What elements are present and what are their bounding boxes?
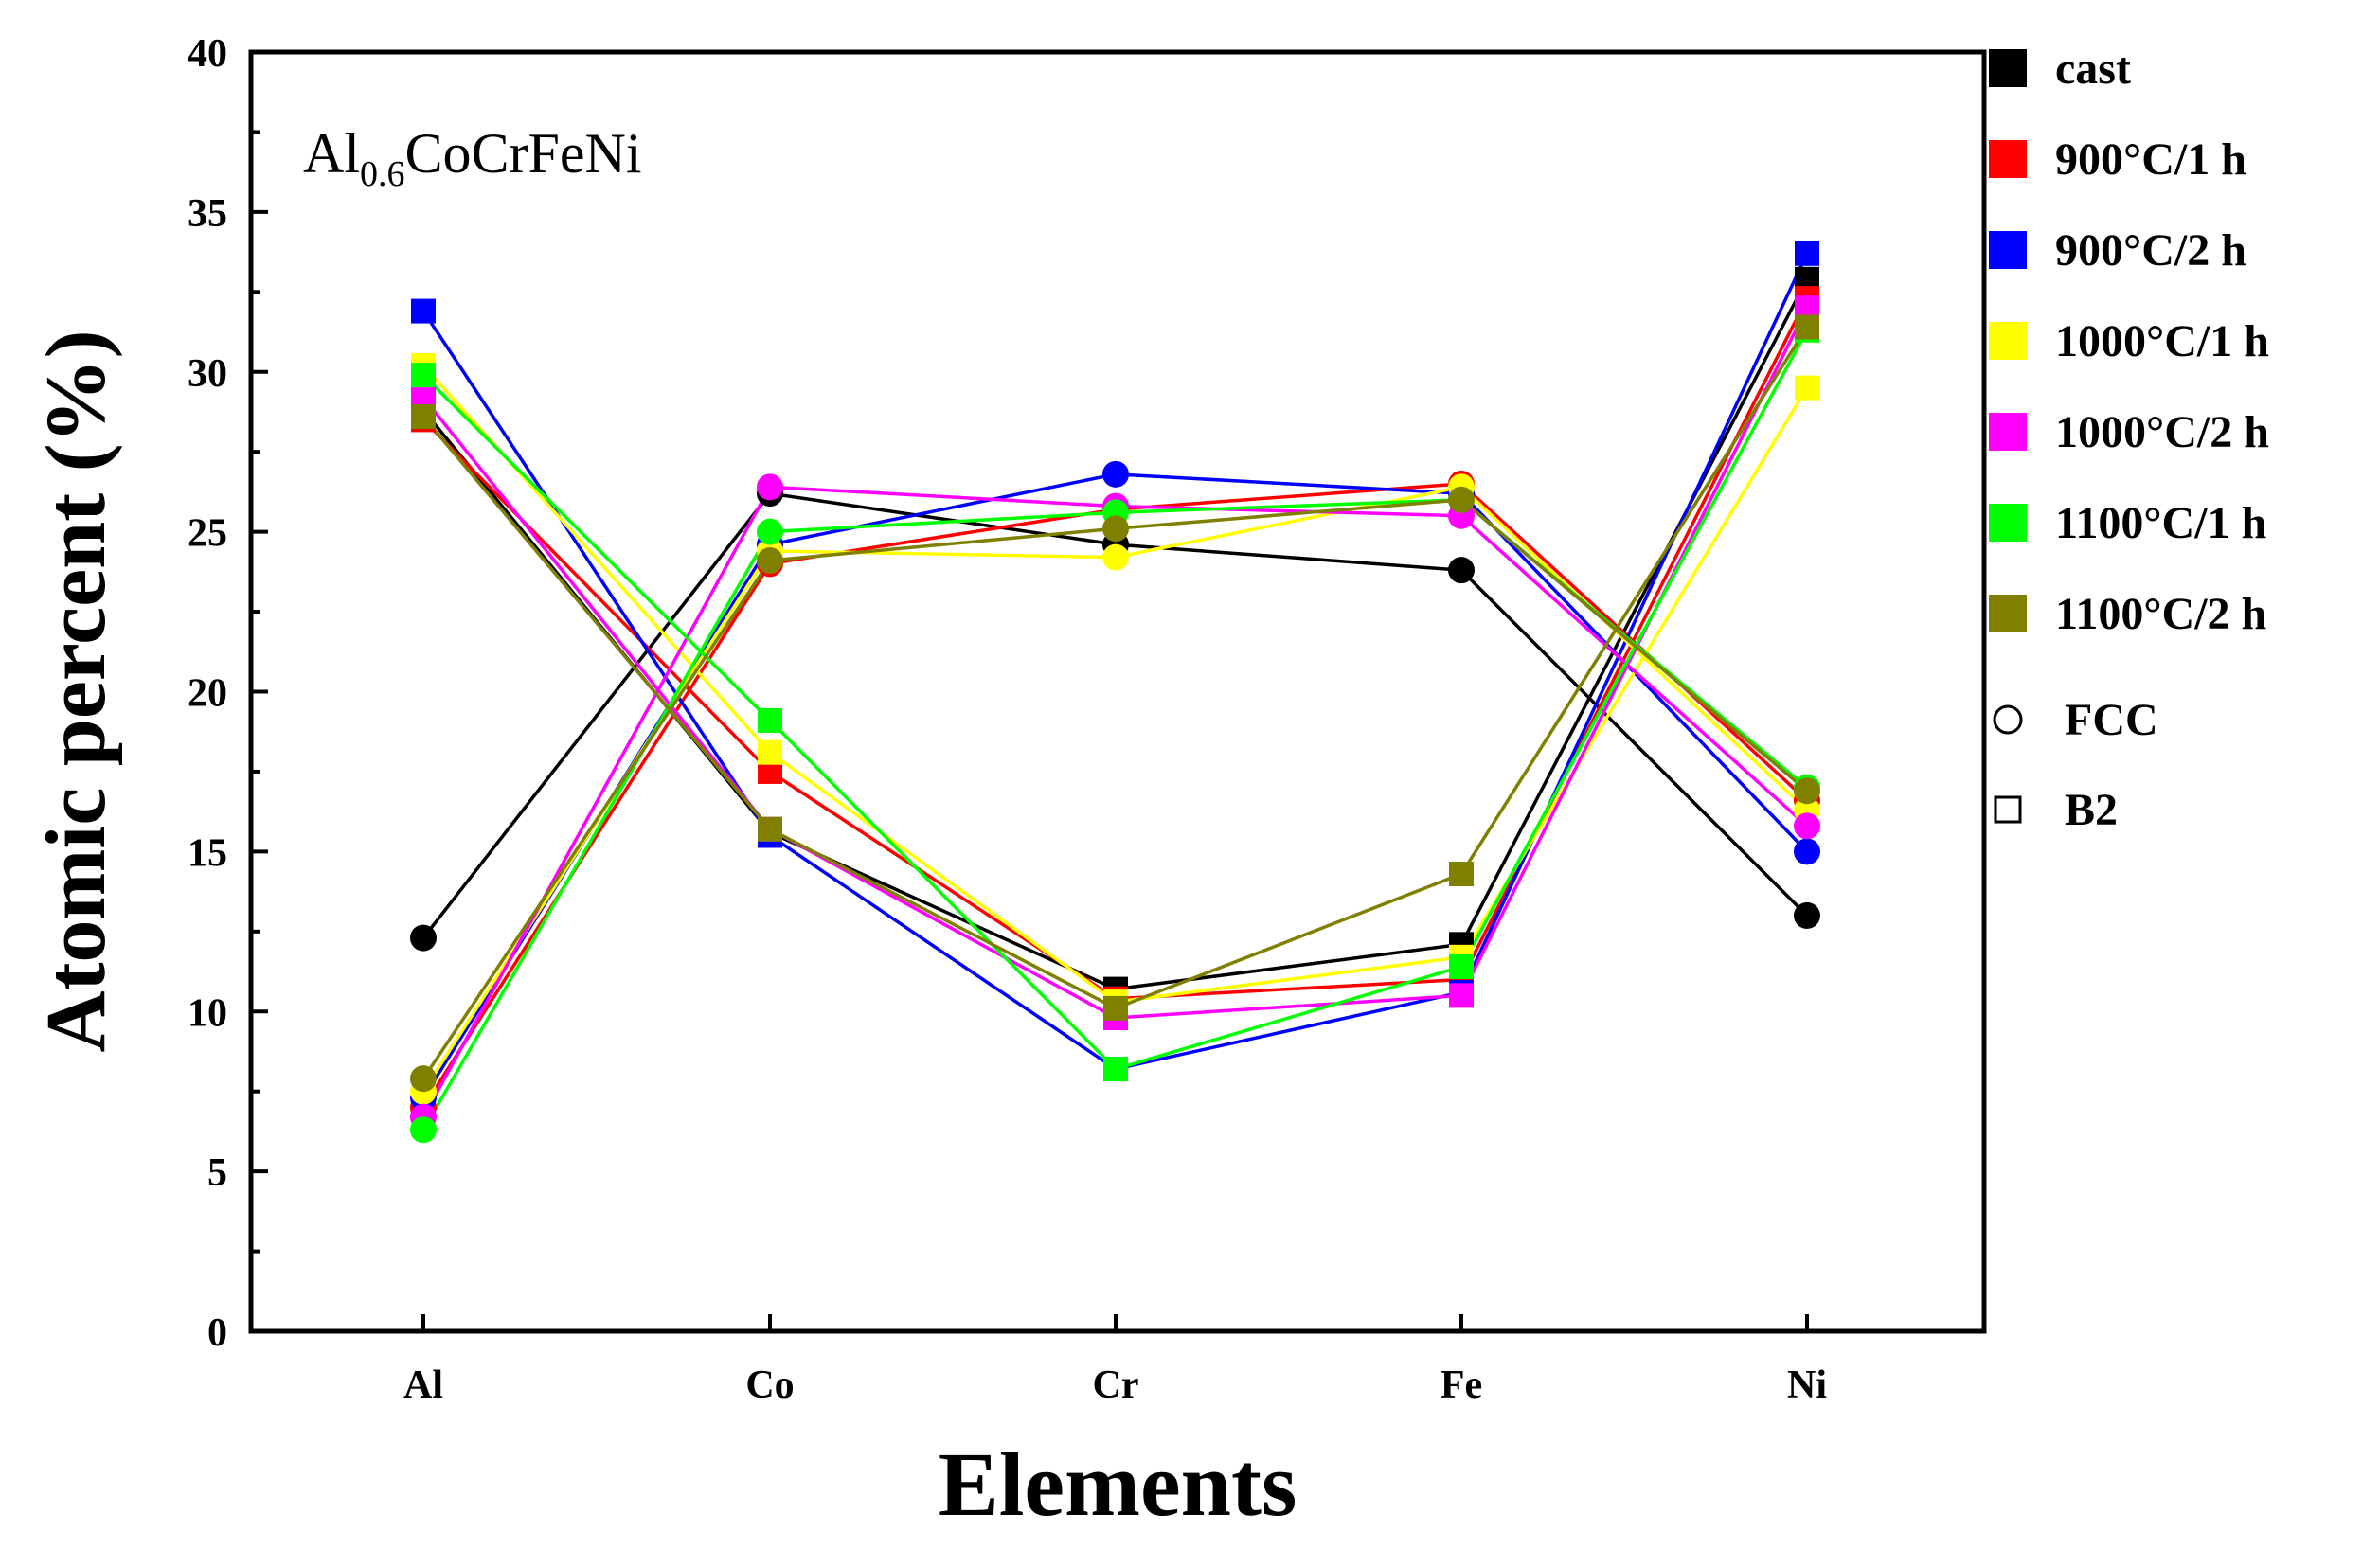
- series-line-900-c-1-h-b2: [421, 297, 1809, 1001]
- b2-marker-1000-c-1-h: [1795, 375, 1819, 401]
- fcc-marker-1100-c-2-h: [1448, 486, 1475, 513]
- annotation-subscript: 0.6: [360, 154, 405, 194]
- legend-swatch: [1989, 322, 2027, 360]
- legend: cast 900°C/1 h 900°C/2 h 1000°C/1 h 1000°C/2…: [1989, 44, 2269, 835]
- b2-marker-1000-c-1-h: [758, 739, 782, 765]
- series-line-1100-c-1-h-fcc: [421, 498, 1809, 1131]
- legend-label: 1100°C/1 h: [2055, 498, 2266, 548]
- y-tick-label: 15: [188, 831, 227, 875]
- y-axis-title: Atomic percent (%): [29, 330, 123, 1052]
- fcc-marker-1000-c-2-h: [757, 473, 783, 501]
- x-tick-label: Ni: [1787, 1363, 1827, 1407]
- x-tick-label: Co: [745, 1363, 794, 1407]
- fcc-marker-900-c-2-h: [1102, 460, 1129, 488]
- y-tick-label: 5: [207, 1151, 227, 1195]
- plot-frame: [248, 49, 1987, 1334]
- b2-marker-1100-c-2-h: [758, 816, 782, 842]
- legend-swatch: [1989, 595, 2027, 632]
- y-tick-label: 0: [207, 1311, 227, 1355]
- fcc-marker-1000-c-2-h: [1794, 812, 1820, 840]
- legend-label: 900°C/1 h: [2055, 134, 2246, 185]
- y-axis-ticks: 0 5 10 15 20 25 30 35 40: [188, 32, 268, 1355]
- y-tick-label: 25: [188, 512, 227, 556]
- fcc-marker-1100-c-2-h: [1794, 777, 1820, 805]
- y-tick-label: 20: [188, 672, 227, 716]
- b2-marker-900-c-2-h: [411, 298, 436, 324]
- fcc-marker-900-c-2-h: [1794, 838, 1820, 865]
- fcc-marker-1100-c-1-h: [410, 1116, 437, 1144]
- legend-label: FCC: [2065, 695, 2158, 745]
- fcc-marker-cast: [410, 924, 437, 952]
- x-tick-label: Fe: [1441, 1363, 1482, 1407]
- b2-marker-1000-c-2-h: [1449, 983, 1474, 1008]
- y-tick-label: 30: [188, 352, 227, 396]
- legend-swatch: [1989, 413, 2027, 451]
- legend-swatch: [1989, 49, 2027, 87]
- annotation-rest: CoCrFeNi: [405, 122, 642, 185]
- b2-marker-1100-c-2-h: [1795, 314, 1819, 340]
- b2-marker-1100-c-2-h: [1449, 862, 1474, 887]
- legend-label: 900°C/2 h: [2055, 225, 2246, 276]
- b2-marker-1100-c-2-h: [411, 404, 436, 430]
- b2-marker-1100-c-1-h: [1449, 953, 1474, 979]
- legend-label: 1000°C/1 h: [2055, 316, 2269, 366]
- fcc-marker-1100-c-2-h: [757, 547, 783, 575]
- b2-marker-1100-c-1-h: [1103, 1057, 1128, 1082]
- fcc-marker-1100-c-2-h: [1102, 515, 1129, 543]
- fcc-marker-1000-c-1-h: [1102, 543, 1129, 571]
- fcc-marker-cast: [1794, 901, 1820, 929]
- b2-marker-1100-c-1-h: [758, 707, 782, 733]
- fcc-marker-1100-c-1-h: [757, 518, 783, 545]
- series-line-1100-c-2-h-b2: [421, 326, 1809, 1010]
- annotation-main: Al: [303, 122, 360, 185]
- x-axis-ticks: Al Co Cr Fe Ni: [403, 1314, 1827, 1407]
- legend-label: 1100°C/2 h: [2055, 589, 2266, 639]
- b2-marker-900-c-2-h: [1795, 241, 1819, 266]
- x-axis-title: Elements: [939, 1434, 1297, 1535]
- fcc-marker-cast: [1448, 557, 1475, 584]
- x-tick-label: Al: [403, 1363, 443, 1407]
- legend-swatch: [1989, 231, 2027, 269]
- fcc-marker-1100-c-2-h: [410, 1065, 437, 1093]
- b2-marker-1100-c-1-h: [411, 363, 436, 388]
- x-tick-label: Cr: [1093, 1363, 1139, 1407]
- legend-swatch: [1989, 140, 2027, 178]
- legend-fcc-symbol: [1993, 704, 2023, 735]
- y-tick-label: 40: [188, 32, 227, 76]
- chart-annotation: Al0.6CoCrFeNi: [303, 122, 642, 194]
- legend-label: B2: [2065, 785, 2118, 835]
- legend-swatch: [1989, 504, 2027, 542]
- b2-marker-1100-c-2-h: [1103, 995, 1128, 1021]
- series-line-1000-c-1-h-b2: [421, 364, 1809, 1004]
- legend-b2-symbol: [1994, 795, 2022, 824]
- series-markers: [410, 241, 1820, 1144]
- legend-label: 1000°C/2 h: [2055, 407, 2269, 457]
- series-layer: [410, 241, 1820, 1144]
- legend-label: cast: [2055, 44, 2131, 94]
- series-line-cast-b2: [421, 277, 1809, 991]
- y-tick-label: 35: [188, 192, 227, 236]
- y-tick-label: 10: [188, 991, 227, 1035]
